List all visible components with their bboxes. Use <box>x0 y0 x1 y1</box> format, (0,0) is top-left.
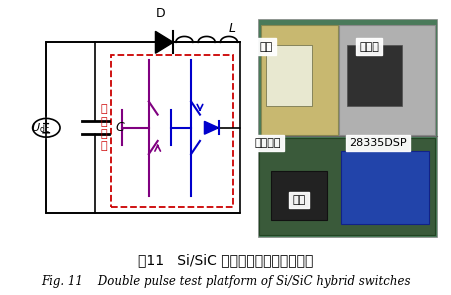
Text: 探头: 探头 <box>293 195 306 205</box>
FancyBboxPatch shape <box>259 138 435 235</box>
FancyBboxPatch shape <box>340 25 435 135</box>
Text: $L$: $L$ <box>228 22 236 35</box>
Text: 图11   Si/SiC 混合器件双脉冲测试平台: 图11 Si/SiC 混合器件双脉冲测试平台 <box>138 253 313 267</box>
FancyBboxPatch shape <box>347 45 402 106</box>
Text: 混
合
器
件: 混 合 器 件 <box>101 104 107 151</box>
Text: Fig. 11    Double pulse test platform of Si/SiC hybrid switches: Fig. 11 Double pulse test platform of Si… <box>41 275 410 288</box>
Text: 28335DSP: 28335DSP <box>349 138 407 148</box>
Text: 电源: 电源 <box>260 42 273 52</box>
Polygon shape <box>156 31 173 53</box>
Polygon shape <box>204 121 219 134</box>
Text: 测试平台: 测试平台 <box>254 138 281 148</box>
Text: 示波器: 示波器 <box>359 42 379 52</box>
FancyBboxPatch shape <box>258 19 437 237</box>
FancyBboxPatch shape <box>261 25 338 135</box>
FancyBboxPatch shape <box>266 45 312 106</box>
FancyBboxPatch shape <box>271 171 327 220</box>
Text: +: + <box>42 119 51 129</box>
Text: $C$: $C$ <box>115 121 126 134</box>
Text: D: D <box>156 7 166 20</box>
FancyBboxPatch shape <box>341 151 429 224</box>
Text: $U_{\mathrm{dc}}$: $U_{\mathrm{dc}}$ <box>31 121 50 135</box>
Text: −: − <box>41 127 51 140</box>
